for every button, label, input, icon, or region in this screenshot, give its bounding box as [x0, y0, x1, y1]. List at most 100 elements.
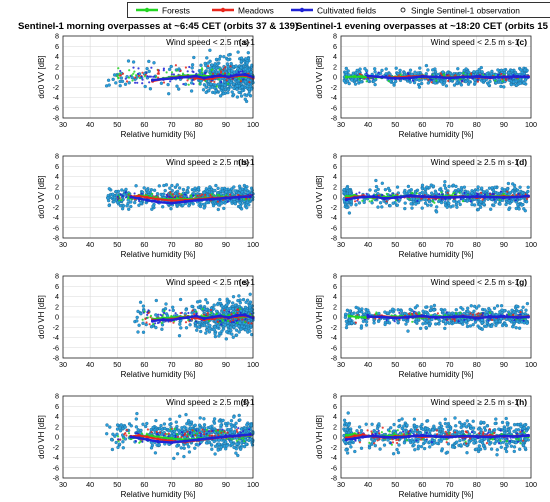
observation-point: [345, 308, 350, 312]
observation-point: [160, 193, 165, 197]
observation-point: [452, 83, 457, 87]
series-point: [237, 195, 241, 199]
observation-point: [208, 425, 212, 429]
x-tick-label: 100: [525, 240, 537, 249]
observation-point: [245, 423, 249, 427]
observation-point: [222, 206, 226, 211]
observation-point: [523, 68, 527, 72]
observation-point: [342, 187, 346, 192]
class-point: [188, 65, 191, 69]
observation-point: [208, 326, 212, 331]
observation-point: [372, 321, 376, 325]
observation-point: [344, 325, 349, 330]
class-point: [459, 198, 462, 201]
y-tick-label: -8: [53, 234, 59, 243]
observation-point: [391, 201, 395, 205]
observation-point: [231, 301, 235, 305]
observation-point: [114, 189, 118, 194]
observation-point: [234, 64, 238, 68]
observation-point: [111, 77, 115, 82]
y-tick-label: 6: [55, 282, 59, 291]
class-point: [249, 313, 252, 316]
observation-point: [465, 324, 470, 329]
observation-point: [383, 187, 388, 192]
class-point: [146, 316, 149, 319]
observation-point: [210, 85, 215, 89]
observation-point: [383, 322, 387, 327]
observation-point: [232, 70, 236, 74]
observation-point: [197, 325, 201, 329]
observation-point: [123, 82, 128, 86]
class-point: [500, 72, 503, 76]
observation-point: [511, 325, 515, 329]
class-point: [461, 79, 464, 82]
class-point: [163, 309, 166, 312]
class-point: [217, 78, 220, 81]
x-tick-label: 80: [473, 360, 481, 369]
observation-point: [196, 187, 200, 192]
observation-point: [137, 203, 141, 207]
observation-point: [220, 186, 224, 191]
legend-graphic: Forests Meadows Cultivated fields Single…: [136, 6, 520, 16]
class-point: [427, 78, 430, 81]
observation-point: [193, 186, 197, 190]
class-point: [198, 82, 201, 85]
observation-point: [456, 67, 460, 71]
observation-point: [443, 186, 448, 190]
class-point: [412, 310, 415, 313]
y-tick-label: -6: [53, 343, 59, 352]
observation-point: [492, 203, 496, 208]
observation-point: [144, 424, 148, 429]
observation-point: [464, 79, 468, 84]
observation-point: [205, 189, 210, 193]
observation-point: [237, 304, 242, 309]
observation-point: [357, 201, 362, 205]
observation-point: [424, 72, 428, 76]
class-point: [469, 200, 472, 203]
observation-point: [159, 81, 164, 85]
observation-point: [518, 185, 522, 189]
class-point: [248, 81, 251, 84]
class-point: [229, 193, 232, 196]
observation-point: [173, 192, 177, 196]
observation-point: [499, 84, 503, 89]
x-tick-label: 100: [247, 240, 259, 249]
class-point: [237, 77, 241, 80]
class-point: [190, 318, 194, 321]
class-point: [168, 309, 171, 312]
x-tick-label: 100: [247, 360, 259, 369]
observation-point: [459, 83, 464, 87]
observation-point: [499, 304, 504, 308]
class-point: [480, 191, 483, 194]
series-point: [448, 195, 452, 200]
class-point: [149, 75, 152, 78]
x-tick-label: 90: [222, 360, 230, 369]
observation-point: [359, 324, 364, 328]
class-point: [471, 313, 474, 316]
observation-point: [205, 325, 209, 329]
observation-point: [429, 203, 433, 207]
series-point: [366, 74, 370, 78]
observation-point: [153, 451, 158, 455]
class-point: [206, 312, 209, 315]
observation-point: [347, 81, 351, 86]
observation-point: [514, 83, 519, 87]
y-tick-label: 0: [333, 73, 337, 82]
observation-point: [175, 84, 179, 88]
observation-point: [216, 207, 220, 212]
observation-point: [526, 189, 530, 194]
class-point: [494, 79, 497, 82]
class-point: [171, 193, 174, 196]
y-tick-label: 2: [55, 62, 59, 71]
observation-point: [459, 320, 464, 324]
series-point: [475, 194, 479, 199]
class-point: [158, 321, 161, 324]
observation-point: [151, 425, 155, 430]
observation-point: [420, 183, 425, 187]
class-point: [396, 198, 399, 201]
class-point: [119, 193, 122, 196]
class-point: [210, 193, 213, 196]
observation-point: [519, 68, 523, 72]
x-tick-label: 80: [195, 360, 203, 369]
